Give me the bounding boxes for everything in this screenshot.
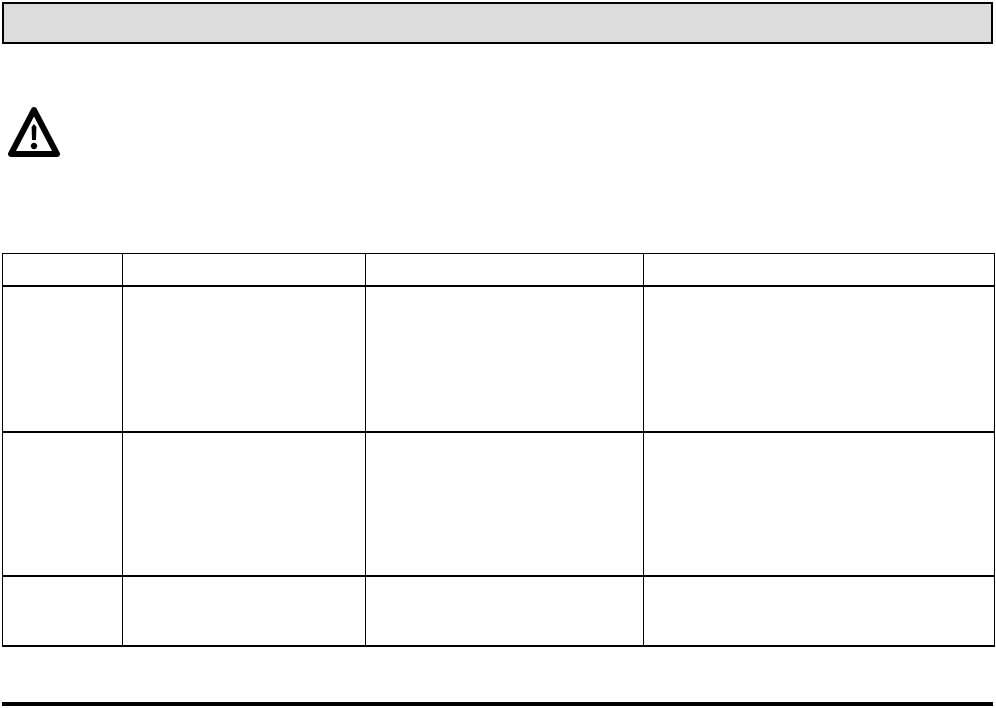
table-row	[2, 575, 995, 647]
header-bar	[2, 2, 993, 44]
table-cell	[122, 285, 366, 433]
table-header-cell	[122, 253, 366, 287]
table-header-row	[2, 253, 995, 287]
safety-table	[2, 253, 995, 647]
table-cell	[2, 575, 123, 647]
footer-rule	[2, 702, 993, 706]
table-cell	[643, 285, 995, 433]
table-header-cell	[2, 253, 123, 287]
table-cell	[2, 431, 123, 577]
table-cell	[122, 431, 366, 577]
warning-triangle-icon	[8, 104, 60, 160]
table-cell	[643, 575, 995, 647]
table-cell	[122, 575, 366, 647]
table-header-cell	[643, 253, 995, 287]
table-cell	[365, 431, 644, 577]
table-cell	[365, 575, 644, 647]
table-cell	[365, 285, 644, 433]
table-header-cell	[365, 253, 644, 287]
table-row	[2, 285, 995, 433]
table-cell	[643, 431, 995, 577]
table-cell	[2, 285, 123, 433]
table-row	[2, 431, 995, 577]
